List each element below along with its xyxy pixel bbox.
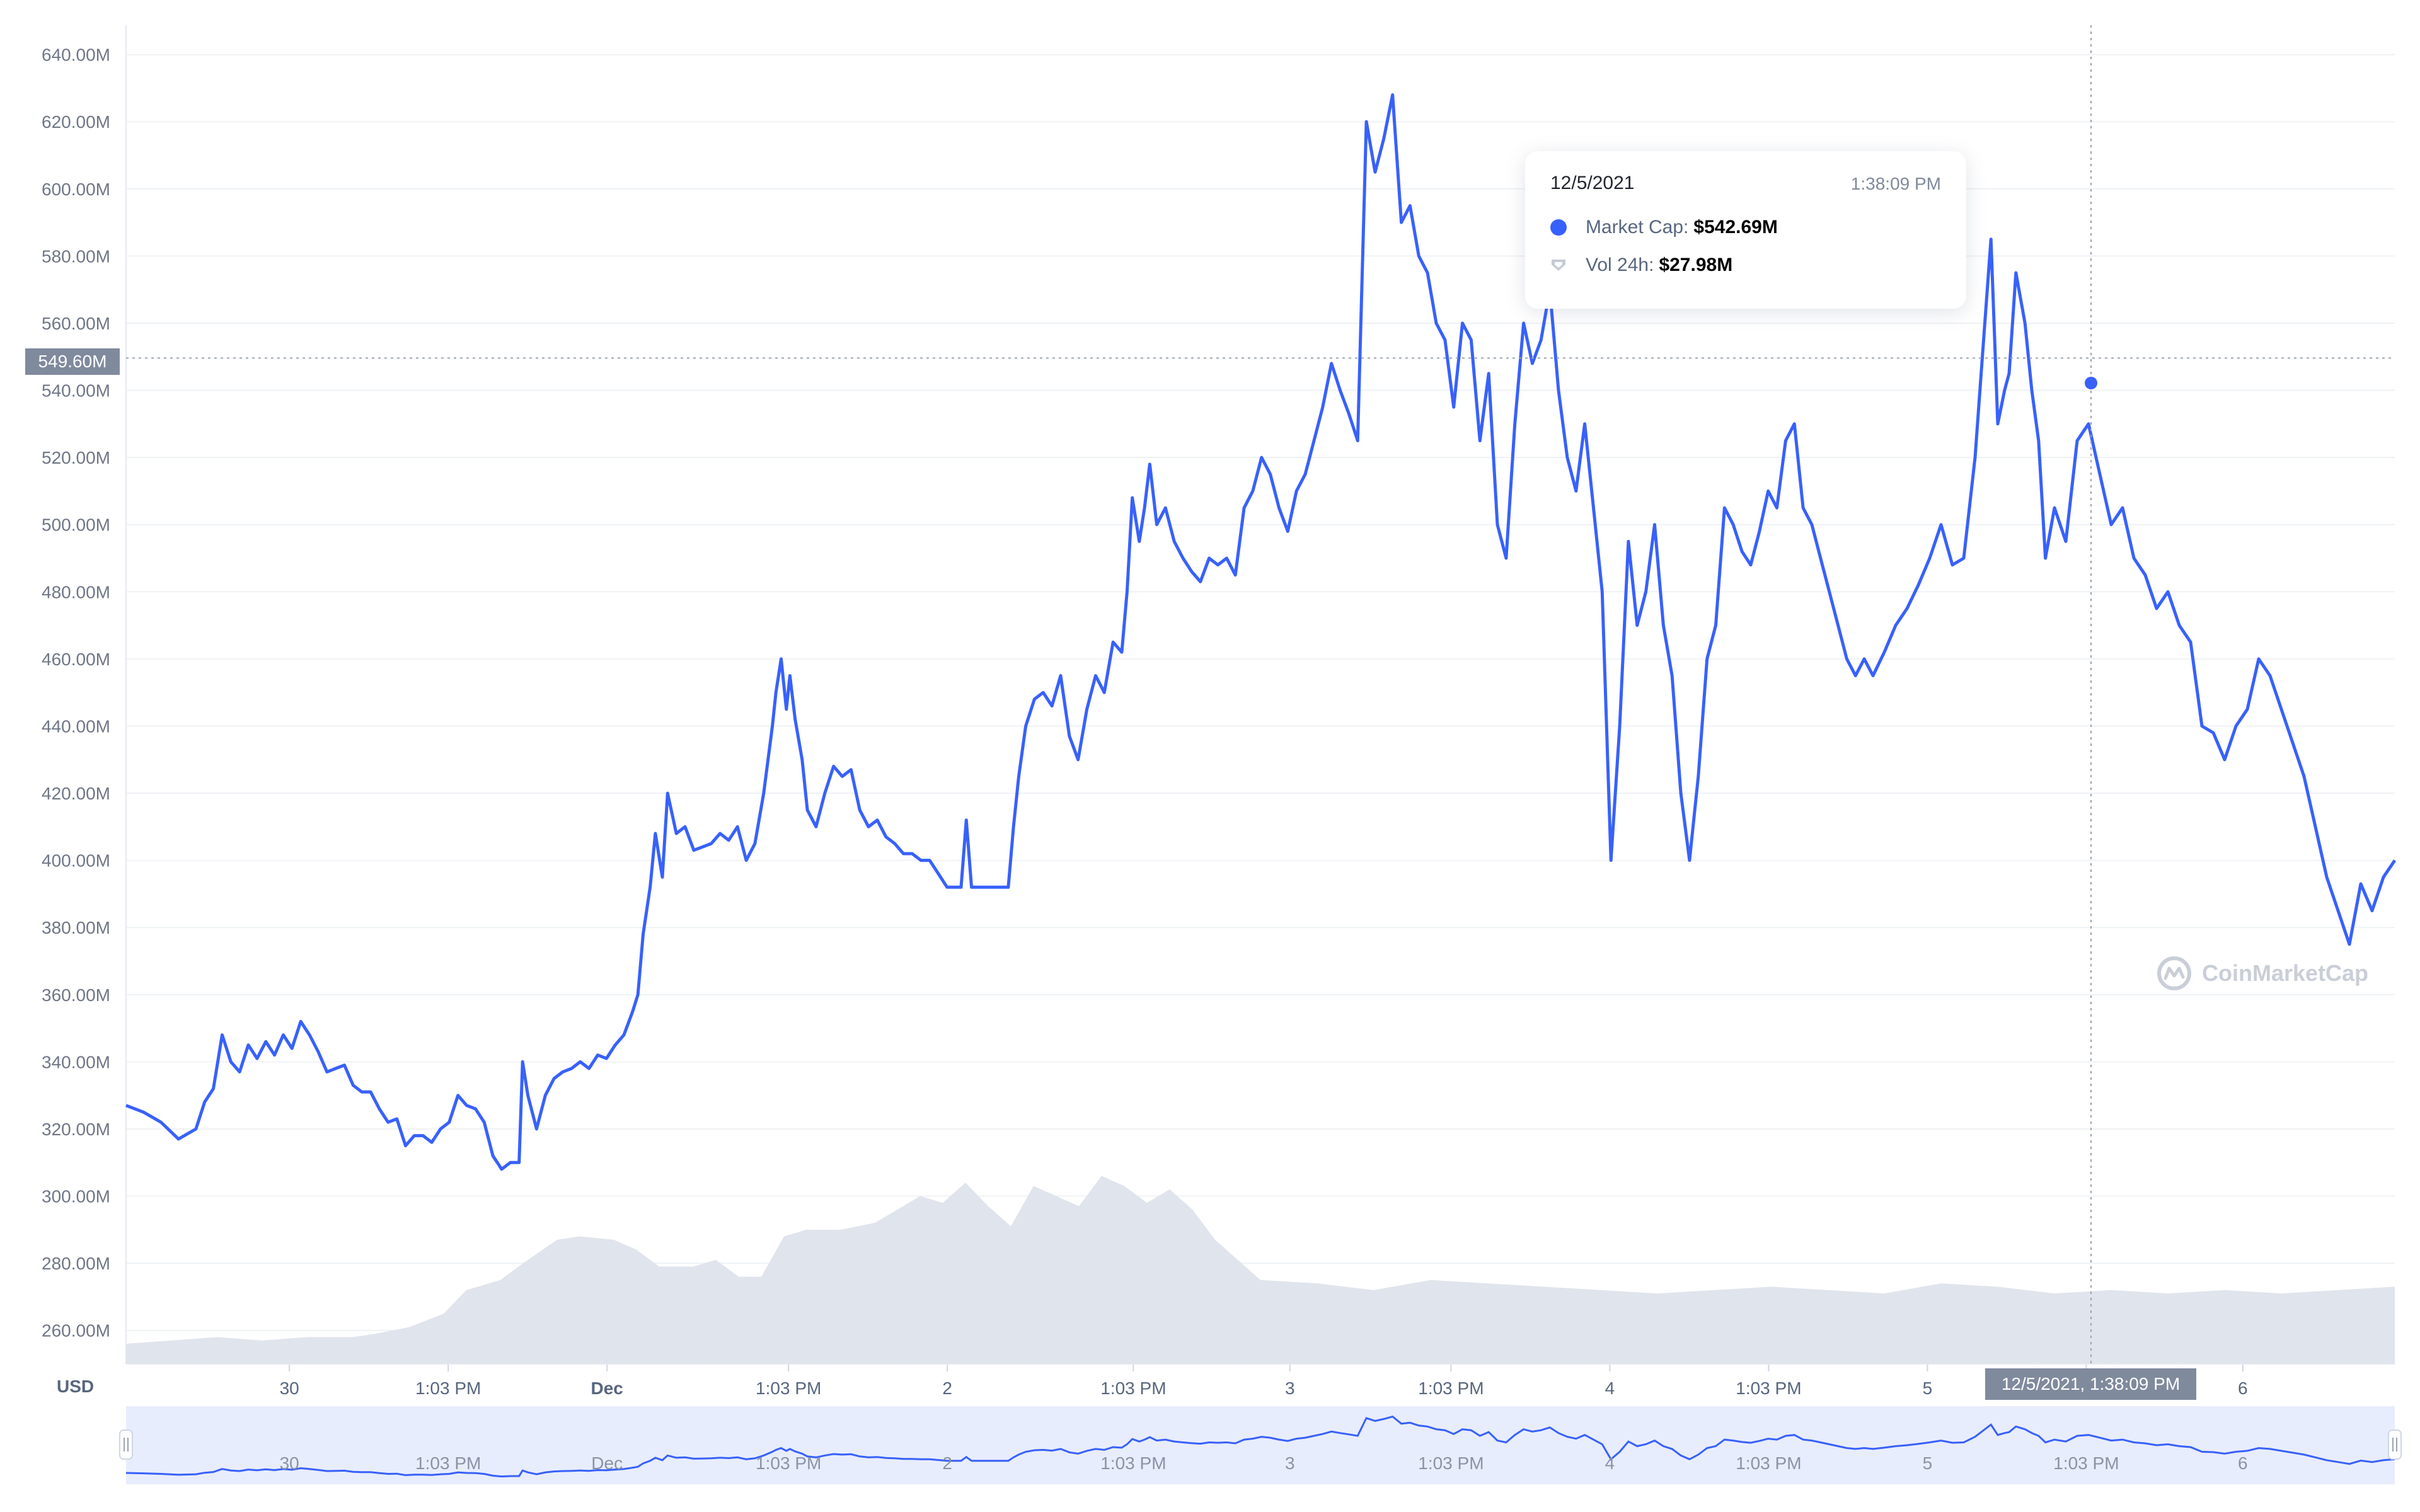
y-tick-label: 620.00M (42, 112, 110, 132)
navigator-tick-label: 30 (280, 1453, 299, 1473)
x-tick-label: 4 (1605, 1378, 1615, 1398)
market-cap-series-line (125, 93, 2397, 1171)
tooltip-market-cap-value: $542.69M (1693, 217, 1778, 238)
x-tick-label: 1:03 PM (415, 1378, 481, 1398)
volume-area (126, 1176, 2395, 1364)
volume-shield-icon (1552, 260, 1565, 271)
x-tick-label: 1:03 PM (1418, 1378, 1484, 1398)
x-tick-label: 1:03 PM (756, 1378, 821, 1398)
navigator-tick-label: 1:03 PM (415, 1453, 481, 1473)
range-navigator[interactable]: 30 1:03 PM Dec 1:03 PM 2 1:03 PM 3 1:03 PM 4 1:03… (119, 1406, 2402, 1484)
tooltip-time: 1:38:09 PM (1850, 174, 1941, 193)
x-tick-label: Dec (591, 1378, 623, 1398)
y-tick-label: 460.00M (42, 650, 110, 669)
tooltip-date: 12/5/2021 (1550, 173, 1635, 193)
x-tick-label: 3 (1285, 1378, 1295, 1398)
navigator-tick-label: 1:03 PM (2053, 1453, 2119, 1473)
navigator-right-handle[interactable] (2388, 1429, 2402, 1460)
y-tick-label: 500.00M (42, 515, 110, 535)
market-cap-dot-icon (1550, 219, 1567, 236)
crosshair-y-label: 549.60M (25, 348, 120, 375)
coinmarketcap-logo-icon (2157, 956, 2191, 990)
navigator-tick-label: 1:03 PM (1736, 1453, 1801, 1473)
y-tick-label: 400.00M (42, 851, 110, 871)
x-tick-label: 2 (942, 1378, 952, 1398)
crosshair (126, 25, 2395, 1364)
market-cap-line (125, 93, 2397, 1171)
tooltip-market-cap-label: Market Cap: (1586, 217, 1689, 238)
y-tick-label: 540.00M (42, 381, 110, 401)
x-tick-label: 5 (1923, 1378, 1933, 1398)
x-tick-label: 1:03 PM (1736, 1378, 1801, 1398)
y-tick-label: 440.00M (42, 716, 110, 736)
navigator-background (126, 1406, 2395, 1484)
navigator-tick-label: 5 (1923, 1453, 1933, 1473)
y-tick-label: 300.00M (42, 1187, 110, 1206)
tooltip-volume-label: Vol 24h: (1586, 255, 1654, 275)
navigator-tick-label: 1:03 PM (756, 1453, 821, 1473)
y-tick-label: 420.00M (42, 784, 110, 803)
navigator-left-handle[interactable] (119, 1429, 133, 1460)
y-tick-label: 560.00M (42, 314, 110, 333)
currency-label: USD (57, 1377, 95, 1396)
navigator-tick-label: 1:03 PM (1100, 1453, 1166, 1473)
y-tick-label: 320.00M (42, 1120, 110, 1139)
y-tick-label: 280.00M (42, 1254, 110, 1273)
y-tick-label: 600.00M (42, 180, 110, 199)
navigator-tick-label: 3 (1285, 1453, 1295, 1473)
x-tick-label: 30 (280, 1378, 299, 1398)
tooltip-volume-row: Vol 24h: $27.98M (1550, 255, 1732, 276)
tooltip-market-cap-row: Market Cap: $542.69M (1550, 217, 1778, 238)
x-tick-label: 1:03 PM (1100, 1378, 1166, 1398)
y-axis-ticks: 640.00M 620.00M 600.00M 580.00M 560.00M 540.0… (42, 45, 110, 1341)
coinmarketcap-watermark: CoinMarketCap (2155, 954, 2368, 992)
chart-tooltip: 12/5/2021 1:38:09 PM Market Cap: $542.69… (1525, 151, 1966, 309)
navigator-tick-label: 6 (2238, 1453, 2248, 1473)
navigator-tick-label: 2 (942, 1453, 952, 1473)
navigator-tick-label: 1:03 PM (1418, 1453, 1484, 1473)
x-tick-label: 6 (2238, 1378, 2248, 1398)
tooltip-volume-value: $27.98M (1659, 255, 1733, 275)
y-tick-label: 480.00M (42, 582, 110, 602)
crosshair-x-label: 12/5/2021, 1:38:09 PM (1985, 1368, 2196, 1400)
volume-bars (125, 1176, 2395, 1364)
y-tick-label: 380.00M (42, 918, 110, 937)
y-tick-label: 580.00M (42, 246, 110, 266)
grid-lines (125, 25, 2395, 1364)
watermark-text: CoinMarketCap (2202, 960, 2369, 986)
y-tick-label: 520.00M (42, 448, 110, 467)
y-tick-label: 360.00M (42, 985, 110, 1005)
hover-point (2085, 377, 2097, 389)
navigator-tick-label: 4 (1605, 1453, 1615, 1473)
navigator-line (125, 1415, 2395, 1478)
y-tick-label: 260.00M (42, 1321, 110, 1341)
y-tick-label: 640.00M (42, 45, 110, 65)
y-tick-label: 340.00M (42, 1052, 110, 1072)
navigator-tick-label: Dec (591, 1453, 623, 1473)
